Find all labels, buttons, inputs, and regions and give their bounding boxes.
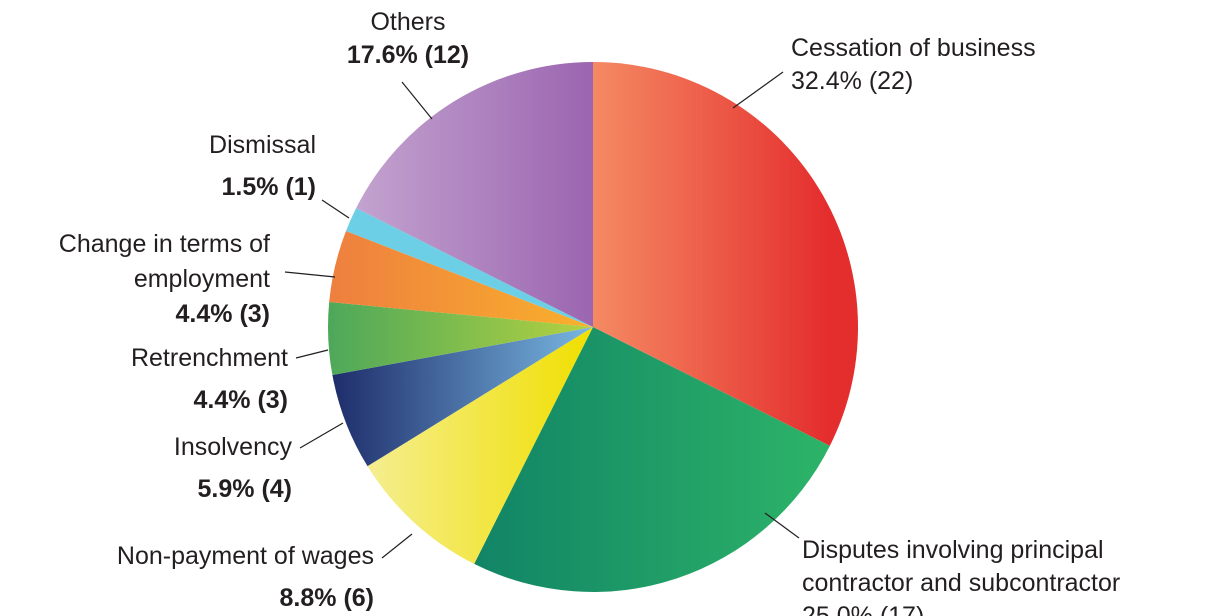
slice-label-change-in-terms-of-employment-line-2: employment [134,265,270,293]
pie-slice-disputes-involving-principal-contractor-and-subcontractor [474,327,830,592]
slice-labels: Cessation of business 32.4% (22) Disputes … [59,8,1120,616]
leader-line-others [401,81,433,120]
slice-value-cessation-of-business: 32.4% (22) [791,67,913,95]
slice-value-dismissal: 1.5% (1) [222,173,316,201]
leader-line-non-payment-of-wages [381,533,413,559]
slice-value-disputes-involving-principal-contractor-and-subcontractor: 25.0% (17) [802,602,924,616]
slice-label-disputes-involving-principal-contractor-and-subcontractor-line-2: contractor and subcontractor [802,569,1120,597]
leader-line-cessation-of-business [732,71,784,109]
slice-value-change-in-terms-of-employment: 4.4% (3) [176,300,270,328]
slice-value-non-payment-of-wages: 8.8% (6) [280,584,374,612]
pie-slice-retrenchment [328,302,593,376]
leader-line-change-in-terms-of-employment [284,271,336,278]
slice-label-non-payment-of-wages: Non-payment of wages [117,542,374,570]
leader-lines [284,71,800,559]
pie-slice-insolvency [332,327,593,467]
leader-line-retrenchment [295,349,329,359]
slice-label-insolvency: Insolvency [174,433,293,461]
slice-label-others: Others [370,8,445,36]
leader-line-disputes-involving-principal-contractor-and-subcontractor [764,512,800,539]
pie-slice-dismissal [346,208,593,327]
slice-label-dismissal: Dismissal [209,131,316,159]
leader-line-dismissal [321,199,350,219]
slice-value-others: 17.6% (12) [347,41,469,69]
pie-slices [328,62,858,592]
slice-label-change-in-terms-of-employment-line-1: Change in terms of [59,230,270,258]
pie-slice-non-payment-of-wages [367,327,593,564]
pie-slice-cessation-of-business [593,62,858,446]
leader-line-insolvency [299,422,344,449]
pie-slice-others [356,62,593,327]
slice-value-retrenchment: 4.4% (3) [194,386,288,414]
slice-label-cessation-of-business: Cessation of business [791,34,1036,62]
slice-value-insolvency: 5.9% (4) [198,475,292,503]
pie-slice-change-in-terms-of-employment [329,230,593,327]
slice-label-retrenchment: Retrenchment [131,344,288,372]
slice-label-disputes-involving-principal-contractor-and-subcontractor-line-1: Disputes involving principal [802,536,1104,564]
